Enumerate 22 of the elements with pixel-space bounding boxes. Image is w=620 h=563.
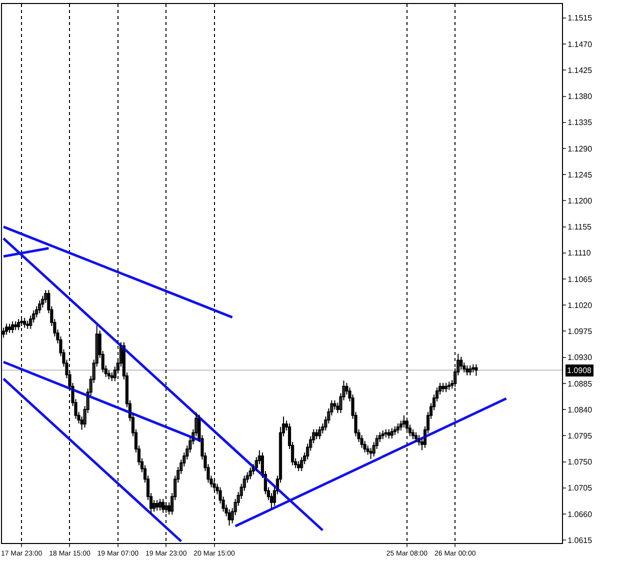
y-tick-label: 1.1155 — [568, 222, 592, 232]
y-tick-label: 1.0885 — [568, 379, 593, 388]
y-tick-label: 1.1380 — [568, 92, 593, 102]
y-tick-label: 1.0705 — [568, 484, 593, 493]
y-tick-label: 1.1515 — [568, 14, 593, 23]
y-tick-label: 1.0750 — [568, 458, 593, 467]
y-tick-label: 1.0660 — [568, 510, 593, 519]
y-tick-label: 1.0975 — [568, 327, 593, 336]
y-tick-label: 1.1425 — [568, 66, 593, 75]
y-tick-label: 1.1470 — [568, 40, 593, 49]
y-tick-label: 1.0930 — [568, 353, 593, 362]
y-tick-label: 1.1110 — [568, 248, 592, 258]
y-tick-label: 1.1200 — [568, 196, 593, 206]
y-tick-label: 1.0795 — [568, 431, 593, 440]
y-tick-label: 1.1020 — [568, 300, 593, 310]
y-tick-label: 1.1245 — [568, 170, 593, 180]
y-tick-label: 1.0840 — [568, 405, 593, 414]
y-tick-label: 1.0615 — [568, 536, 593, 545]
y-tick-label: 1.1065 — [568, 274, 593, 284]
y-tick-label: 1.1290 — [568, 144, 593, 154]
ref-line-label: 1.0908 — [567, 366, 592, 375]
y-tick-label: 1.1335 — [568, 118, 593, 128]
